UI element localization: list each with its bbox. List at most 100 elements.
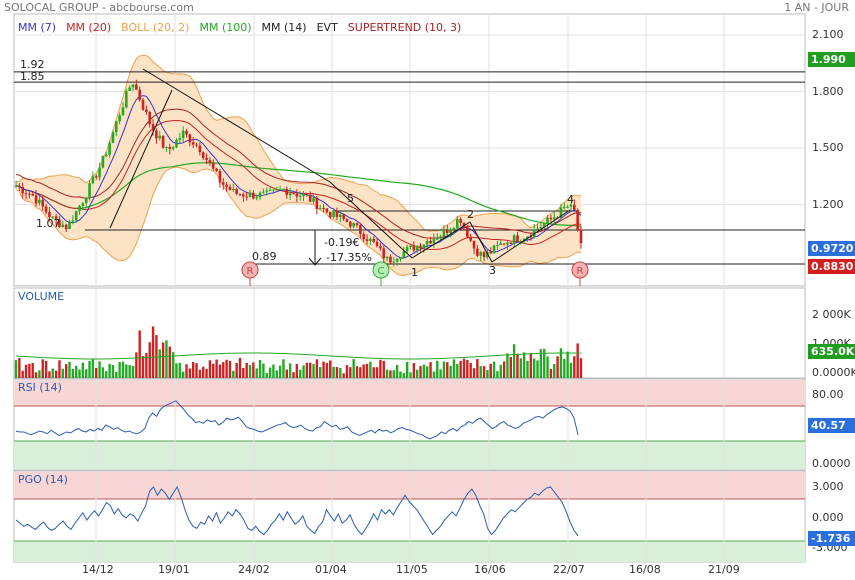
volume-bar (61, 368, 65, 378)
volume-bar (476, 358, 479, 378)
volume-bar (569, 362, 573, 378)
volume-ma-line (15, 352, 582, 360)
volume-bar (235, 362, 238, 378)
candle-body (255, 197, 259, 199)
volume-bar (212, 363, 215, 378)
volume-bar (74, 365, 78, 378)
volume-bar (472, 368, 476, 378)
candle-body (579, 229, 583, 244)
volume-bar (566, 351, 569, 378)
volume-bar (399, 371, 402, 378)
candle-body (188, 134, 192, 143)
volume-bar (161, 342, 165, 378)
candle-body (175, 139, 178, 148)
candle-body (302, 194, 305, 196)
volume-bar (379, 359, 382, 378)
pgo-line (15, 485, 579, 537)
volume-bar (362, 364, 365, 378)
candle-body (409, 245, 412, 247)
candle-body (135, 84, 138, 90)
volume-bar (255, 368, 258, 378)
candle-body (98, 167, 101, 178)
candle-body (38, 199, 41, 204)
candle-body (399, 257, 402, 260)
supertrend-line (15, 108, 582, 239)
candle-body (54, 216, 58, 220)
volume-bar (18, 358, 21, 378)
volume-bar (222, 362, 225, 378)
candle-body (489, 252, 493, 254)
volume-bar (64, 364, 68, 378)
candle-body (282, 188, 285, 190)
volume-bar (449, 365, 452, 378)
candle-body (312, 197, 315, 202)
candle-body (462, 222, 466, 228)
volume-bar (198, 369, 202, 378)
bollinger-upper (15, 54, 582, 232)
volume-bar (302, 365, 305, 378)
volume-bar (71, 368, 75, 378)
candle-body (178, 138, 182, 140)
candle-body (362, 234, 365, 240)
candle-body (201, 152, 205, 158)
volume-bar (218, 364, 222, 378)
candle-body (225, 184, 228, 187)
volume-bar (195, 363, 198, 378)
volume-bar (298, 369, 302, 378)
candle-body (372, 238, 376, 242)
candle-body (449, 229, 452, 233)
candle-body (466, 227, 469, 237)
volume-bar (305, 362, 309, 378)
volume-bar (278, 365, 282, 378)
volume-bar (539, 349, 543, 378)
candle-body (78, 205, 81, 211)
marker-r-2-label: R (577, 266, 584, 277)
volume-bar (68, 361, 71, 378)
candle-body (573, 204, 576, 211)
candle-body (512, 235, 516, 245)
candle-body (402, 251, 406, 258)
volume-bar (312, 364, 315, 378)
volume-bar (128, 365, 131, 378)
volume-bar (242, 367, 245, 378)
candle-body (536, 228, 539, 230)
candle-body (181, 130, 185, 139)
volume-bar (536, 360, 539, 378)
volume-bar (345, 365, 349, 378)
volume-bar (44, 360, 48, 378)
candle-body (526, 236, 529, 239)
candle-body (415, 245, 419, 251)
volume-bar (131, 365, 135, 378)
candle-body (118, 115, 121, 122)
volume-bar (556, 356, 559, 378)
candle-body (111, 132, 115, 143)
candle-body (496, 245, 499, 247)
volume-bar (138, 330, 141, 378)
volume-bar (268, 367, 272, 378)
candle-body (71, 220, 75, 222)
volume-bar (559, 348, 563, 378)
volume-bar (335, 367, 339, 378)
candle-body (456, 219, 459, 229)
candle-body (58, 219, 61, 227)
candle-body (392, 261, 396, 263)
volume-bar (526, 360, 529, 378)
candle-body (476, 248, 479, 256)
candle-body (84, 198, 88, 204)
candle-body (425, 240, 429, 245)
candle-body (14, 185, 18, 187)
candle-body (151, 124, 155, 131)
candle-body (31, 193, 35, 196)
volume-bar (245, 362, 248, 378)
volume-bar (248, 364, 252, 378)
volume-bar (118, 362, 121, 378)
candle-body (335, 210, 339, 218)
marker-c-label: C (378, 266, 385, 277)
candle-body (195, 144, 198, 146)
candle-body (506, 242, 509, 245)
candle-body (305, 194, 309, 196)
volume-bar (88, 361, 91, 378)
candle-body (88, 183, 91, 199)
volume-bar (459, 360, 462, 378)
candle-body (41, 199, 45, 207)
